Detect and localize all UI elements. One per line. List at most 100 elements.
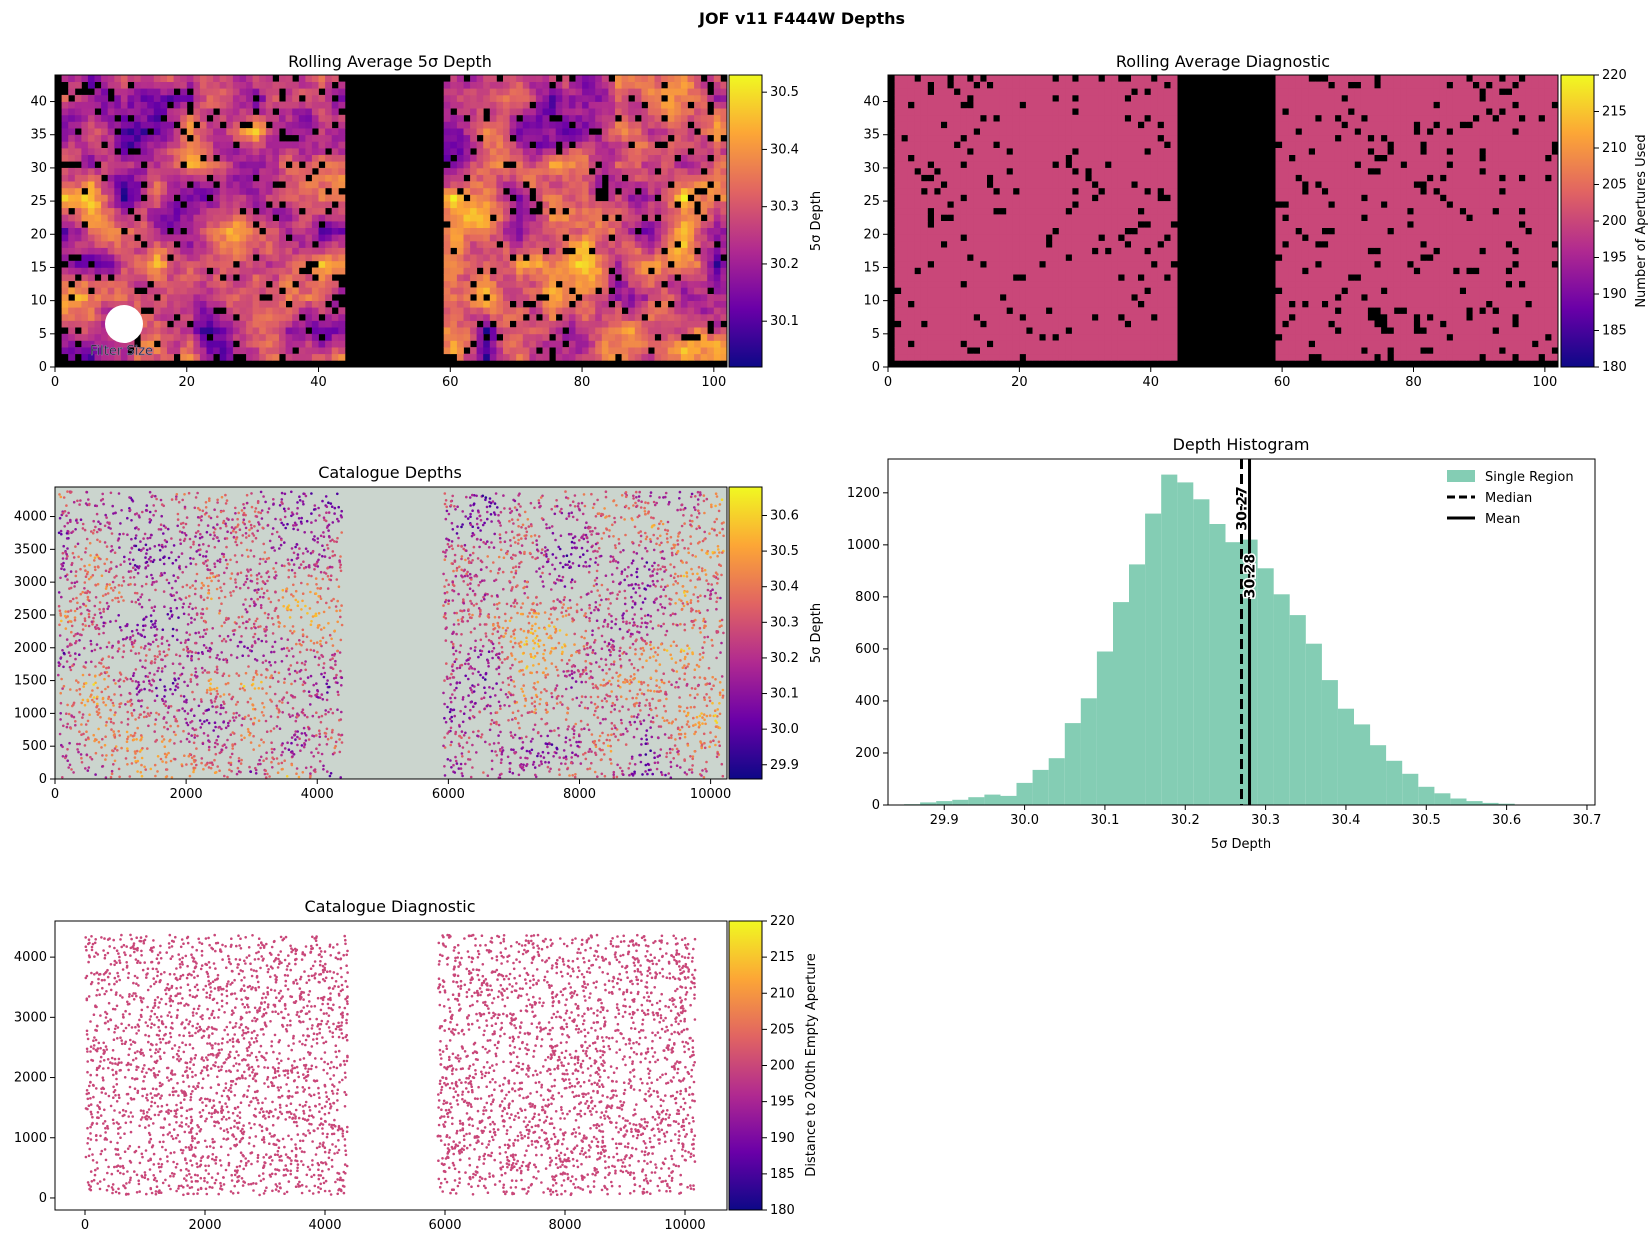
heatmap-cell <box>628 274 635 281</box>
heatmap-cell <box>1374 254 1381 261</box>
heatmap-cell <box>292 181 299 188</box>
heatmap-cell <box>895 261 902 268</box>
heatmap-cell <box>1072 287 1079 294</box>
heatmap-cell <box>701 221 708 228</box>
heatmap-cell <box>305 287 312 294</box>
heatmap-cell <box>68 214 75 221</box>
heatmap-cell <box>720 128 727 135</box>
heatmap-cell <box>1295 287 1302 294</box>
heatmap-cell <box>1092 241 1099 248</box>
heatmap-cell <box>1394 268 1401 275</box>
heatmap-cell <box>62 294 69 301</box>
heatmap-cell <box>450 75 457 82</box>
heatmap-cell <box>701 287 708 294</box>
heatmap-cell <box>1019 268 1026 275</box>
heatmap-cell <box>602 354 609 361</box>
heatmap-cell <box>589 347 596 354</box>
heatmap-cell <box>901 248 908 255</box>
heatmap-cell <box>516 354 523 361</box>
heatmap-cell <box>299 88 306 95</box>
heatmap-cell <box>595 347 602 354</box>
heatmap-cell <box>213 341 220 348</box>
heatmap-cell <box>1368 294 1375 301</box>
heatmap-cell <box>246 228 253 235</box>
heatmap-cell <box>635 314 642 321</box>
heatmap-cell <box>1538 234 1545 241</box>
heatmap-cell <box>1157 228 1164 235</box>
heatmap-cell <box>714 155 721 162</box>
heatmap-cell <box>1085 301 1092 308</box>
heatmap-cell <box>81 341 88 348</box>
heatmap-cell <box>470 347 477 354</box>
heatmap-cell <box>602 201 609 208</box>
heatmap-cell <box>1289 234 1296 241</box>
heatmap-cell <box>444 141 451 148</box>
heatmap-cell <box>543 268 550 275</box>
heatmap-cell <box>1407 234 1414 241</box>
heatmap-cell <box>1341 327 1348 334</box>
heatmap-cell <box>1131 314 1138 321</box>
heatmap-cell <box>128 254 135 261</box>
heatmap-cell <box>180 347 187 354</box>
heatmap-cell <box>589 234 596 241</box>
heatmap-cell <box>510 175 517 182</box>
heatmap-cell <box>167 354 174 361</box>
heatmap-cell <box>714 294 721 301</box>
heatmap-cell <box>908 354 915 361</box>
heatmap-cell <box>1335 254 1342 261</box>
heatmap-cell <box>147 115 154 122</box>
heatmap-cell <box>134 141 141 148</box>
heatmap-cell <box>444 301 451 308</box>
heatmap-cell <box>108 248 115 255</box>
heatmap-cell <box>279 168 286 175</box>
heatmap-cell <box>266 234 273 241</box>
heatmap-cell <box>240 102 247 109</box>
heatmap-cell <box>536 234 543 241</box>
heatmap-cell <box>1446 347 1453 354</box>
heatmap-cell <box>1111 314 1118 321</box>
heatmap-cell <box>615 175 622 182</box>
heatmap-cell <box>1006 248 1013 255</box>
heatmap-cell <box>1164 287 1171 294</box>
heatmap-cell <box>1033 347 1040 354</box>
heatmap-cell <box>259 274 266 281</box>
heatmap-cell <box>470 128 477 135</box>
heatmap-cell <box>523 108 530 115</box>
heatmap-cell <box>641 321 648 328</box>
heatmap-cell <box>1532 261 1539 268</box>
heatmap-cell <box>319 135 326 142</box>
heatmap-cell <box>1525 261 1532 268</box>
heatmap-cell <box>1492 281 1499 288</box>
heatmap-cell <box>635 108 642 115</box>
heatmap-cell <box>213 327 220 334</box>
heatmap-cell <box>88 248 95 255</box>
heatmap-cell <box>233 181 240 188</box>
heatmap-cell <box>595 261 602 268</box>
heatmap-cell <box>68 221 75 228</box>
heatmap-cell <box>167 314 174 321</box>
heatmap-cell <box>674 301 681 308</box>
heatmap-cell <box>1427 287 1434 294</box>
heatmap-cell <box>207 161 214 168</box>
heatmap-cell <box>980 268 987 275</box>
heatmap-cell <box>582 135 589 142</box>
heatmap-cell <box>576 214 583 221</box>
heatmap-cell <box>582 208 589 215</box>
heatmap-cell <box>648 314 655 321</box>
heatmap-cell <box>668 108 675 115</box>
heatmap-cell <box>1131 347 1138 354</box>
heatmap-cell <box>1512 281 1519 288</box>
heatmap-cell <box>569 254 576 261</box>
heatmap-cell <box>1492 301 1499 308</box>
heatmap-cell <box>134 102 141 109</box>
heatmap-cell <box>908 268 915 275</box>
heatmap-cell <box>1131 241 1138 248</box>
heatmap-cell <box>1354 301 1361 308</box>
heatmap-cell <box>569 155 576 162</box>
heatmap-cell <box>635 248 642 255</box>
heatmap-cell <box>1427 327 1434 334</box>
heatmap-cell <box>707 301 714 308</box>
heatmap-cell <box>688 274 695 281</box>
heatmap-cell <box>1374 334 1381 341</box>
heatmap-cell <box>608 115 615 122</box>
